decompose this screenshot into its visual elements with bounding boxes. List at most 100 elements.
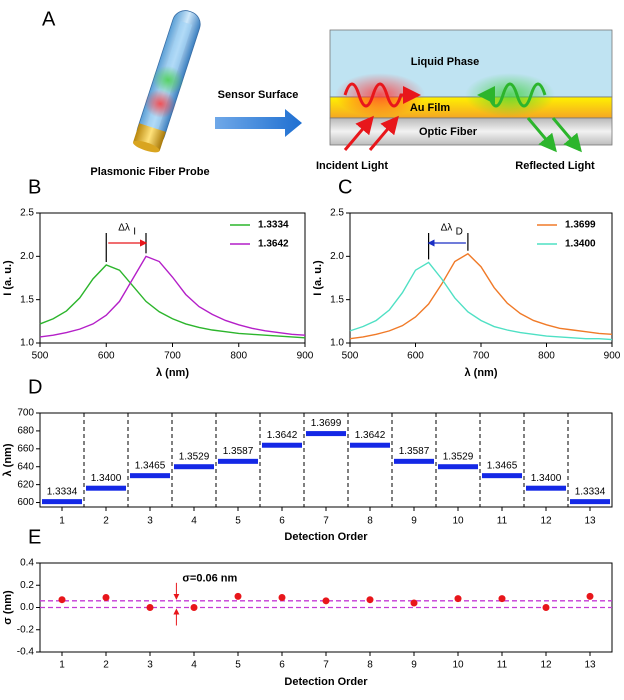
shift-label: Δλ bbox=[441, 223, 453, 234]
chart-panel: B 1.0 1.5 2.0 2.5 500 600 700 800 900 λ (nm) I (a. … bbox=[2, 176, 314, 379]
x-tick-label: 3 bbox=[147, 660, 153, 671]
point bbox=[322, 597, 330, 605]
y-tick-label: 660 bbox=[17, 443, 34, 454]
light-label: Reflected Light bbox=[515, 160, 595, 172]
x-tick-label: 500 bbox=[342, 351, 359, 362]
point-label: 1.3400 bbox=[91, 473, 122, 484]
probe-label: Plasmonic Fiber Probe bbox=[90, 166, 209, 178]
x-tick-label: 10 bbox=[452, 660, 464, 671]
step-segment bbox=[306, 431, 346, 437]
point-label: 1.3529 bbox=[179, 451, 210, 462]
x-tick-label: 5 bbox=[235, 516, 241, 527]
x-tick-label: 1 bbox=[59, 660, 65, 671]
x-tick-label: 13 bbox=[584, 516, 596, 527]
legend-label: 1.3400 bbox=[565, 239, 596, 250]
y-tick-label: 2.5 bbox=[330, 208, 344, 219]
x-tick-label: 600 bbox=[407, 351, 424, 362]
layer-label: Au Film bbox=[410, 102, 451, 114]
plot-frame bbox=[349, 212, 613, 344]
plot-frame bbox=[39, 562, 613, 653]
step-segment bbox=[482, 473, 522, 479]
x-tick-label: 11 bbox=[497, 516, 508, 527]
y-tick-label: 1.0 bbox=[330, 338, 344, 349]
light-arrow bbox=[368, 115, 399, 151]
series-line bbox=[39, 255, 306, 338]
step-segment bbox=[86, 485, 126, 491]
x-axis-label: Detection Order bbox=[284, 531, 368, 543]
x-tick-label: 800 bbox=[538, 351, 555, 362]
y-tick-label: 640 bbox=[17, 461, 34, 472]
x-tick-label: 7 bbox=[323, 660, 329, 671]
y-axis-label: I (a. u.) bbox=[2, 260, 14, 296]
step-segment bbox=[42, 499, 82, 505]
y-tick-label: 0.2 bbox=[20, 580, 34, 591]
point-label: 1.3465 bbox=[135, 460, 166, 471]
layer-label: Optic Fiber bbox=[419, 126, 478, 138]
panel-label: E bbox=[28, 526, 41, 548]
point bbox=[542, 604, 550, 611]
y-axis-label: I (a. u.) bbox=[312, 260, 324, 296]
legend-label: 1.3334 bbox=[258, 220, 289, 231]
x-tick-label: 700 bbox=[164, 351, 181, 362]
y-tick-label: -0.4 bbox=[17, 647, 35, 658]
sigma-label: σ=0.06 nm bbox=[182, 573, 237, 585]
x-axis-label: λ (nm) bbox=[156, 367, 189, 379]
x-tick-label: 12 bbox=[540, 516, 552, 527]
big-arrow bbox=[215, 109, 302, 137]
x-tick-label: 4 bbox=[191, 660, 197, 671]
x-tick-label: 13 bbox=[584, 660, 596, 671]
y-tick-label: 0.0 bbox=[20, 602, 34, 613]
series-line bbox=[349, 252, 613, 340]
point bbox=[410, 599, 418, 607]
y-tick-label: 680 bbox=[17, 426, 34, 437]
x-tick-label: 8 bbox=[367, 516, 373, 527]
step-segment bbox=[130, 473, 170, 479]
point bbox=[190, 604, 198, 611]
y-tick-label: -0.2 bbox=[17, 624, 35, 635]
x-tick-label: 7 bbox=[323, 516, 329, 527]
step-segment bbox=[262, 442, 302, 448]
panel-label: B bbox=[28, 176, 41, 198]
light-arrow bbox=[551, 117, 582, 153]
x-tick-label: 800 bbox=[230, 351, 247, 362]
chart-panel: E-0.4-0.20.00.20.41 2 3 4 5 6 7 8 9 10 11 12 13Detec… bbox=[2, 526, 613, 688]
point-label: 1.3400 bbox=[531, 473, 562, 484]
y-tick-label: 600 bbox=[17, 497, 34, 508]
x-tick-label: 10 bbox=[452, 516, 464, 527]
step-segment bbox=[438, 464, 478, 470]
point bbox=[234, 592, 242, 600]
point-label: 1.3465 bbox=[487, 460, 518, 471]
point-label: 1.3587 bbox=[399, 446, 430, 457]
y-axis-label: σ (nm) bbox=[2, 590, 14, 625]
x-tick-label: 600 bbox=[98, 351, 115, 362]
step-segment bbox=[350, 442, 390, 448]
point-label: 1.3587 bbox=[223, 446, 254, 457]
point bbox=[58, 596, 66, 604]
y-tick-label: 2.0 bbox=[20, 251, 34, 262]
x-tick-label: 9 bbox=[411, 660, 417, 671]
y-tick-label: 1.5 bbox=[20, 294, 34, 305]
x-tick-label: 3 bbox=[147, 516, 153, 527]
wave bbox=[343, 82, 421, 108]
point-label: 1.3642 bbox=[267, 430, 298, 441]
x-tick-label: 5 bbox=[235, 660, 241, 671]
y-tick-label: 1.5 bbox=[330, 294, 344, 305]
panel-label: D bbox=[28, 376, 42, 398]
series-line bbox=[349, 261, 613, 341]
step-segment bbox=[394, 458, 434, 464]
x-tick-label: 900 bbox=[604, 351, 621, 362]
x-tick-label: 700 bbox=[473, 351, 490, 362]
shift-label-sub: I bbox=[133, 227, 136, 238]
x-tick-label: 6 bbox=[279, 516, 285, 527]
y-tick-label: 700 bbox=[17, 408, 34, 419]
x-tick-label: 900 bbox=[297, 351, 314, 362]
point bbox=[586, 592, 594, 600]
panel-a: A Plasmonic Fiber Probe Sensor Surface L… bbox=[42, 8, 613, 178]
x-tick-label: 4 bbox=[191, 516, 197, 527]
light-arrow bbox=[526, 117, 557, 153]
panel-label: A bbox=[42, 8, 56, 30]
point-label: 1.3642 bbox=[355, 430, 386, 441]
series-line bbox=[39, 264, 306, 339]
